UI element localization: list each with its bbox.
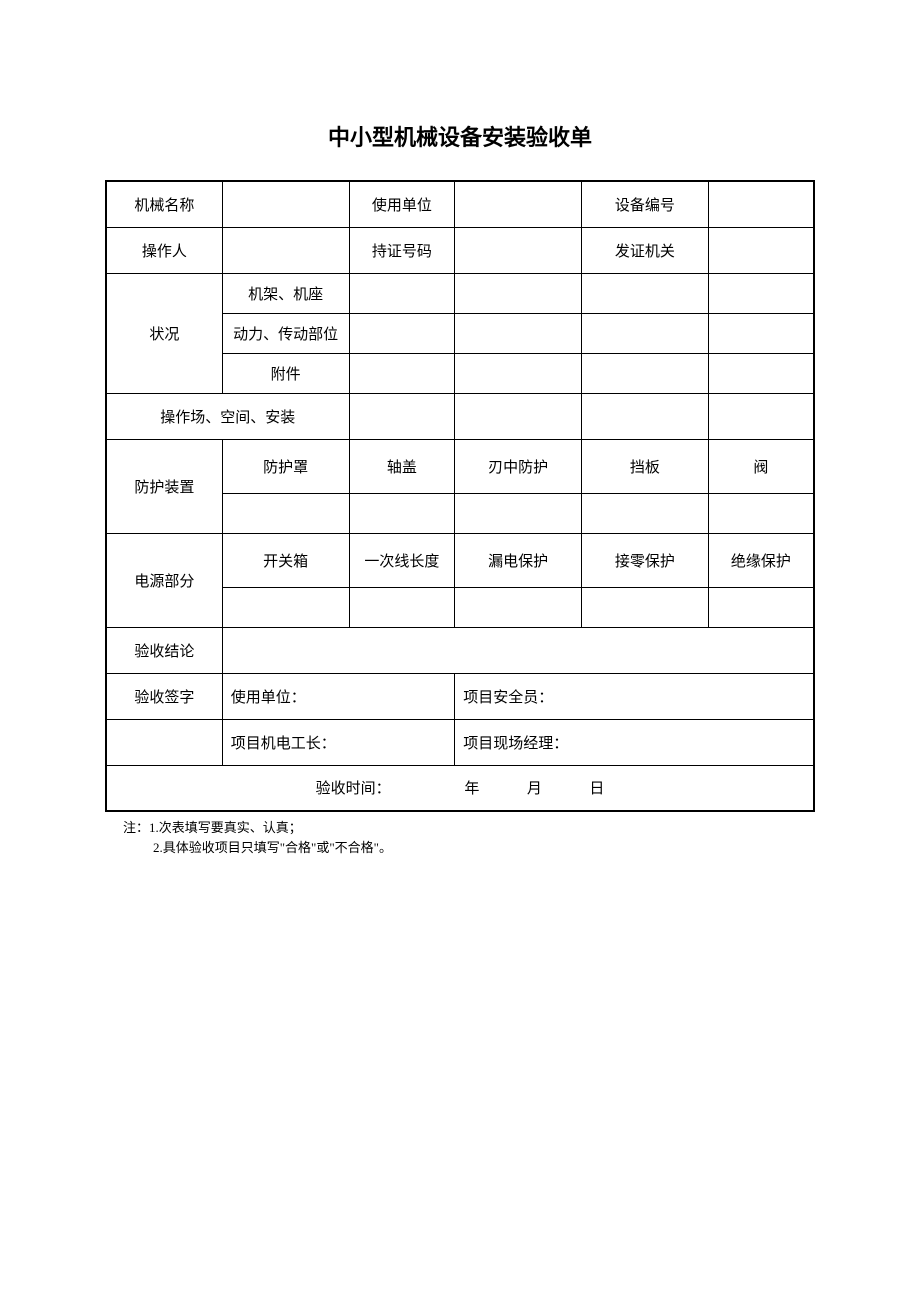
table-row: 验收结论 <box>106 627 814 673</box>
label-status: 状况 <box>106 273 222 393</box>
label-issuing-auth: 发证机关 <box>581 227 708 273</box>
label-power: 电源部分 <box>106 533 222 627</box>
value-operator <box>222 227 349 273</box>
value-frame-4 <box>708 273 814 313</box>
sign-foreman: 项目机电工长： <box>222 719 454 765</box>
value-accessory-3 <box>581 353 708 393</box>
notes-prefix: 注： <box>123 820 149 835</box>
label-drive: 动力、传动部位 <box>222 313 349 353</box>
value-line-length <box>349 587 455 627</box>
label-conclusion: 验收结论 <box>106 627 222 673</box>
value-frame-1 <box>349 273 455 313</box>
label-shield: 防护罩 <box>222 439 349 493</box>
label-frame: 机架、机座 <box>222 273 349 313</box>
acceptance-table: 机械名称 使用单位 设备编号 操作人 持证号码 发证机关 状况 机架、机座 动力… <box>105 180 815 812</box>
value-license-no <box>455 227 582 273</box>
value-operation-2 <box>455 393 582 439</box>
date-month: 月 <box>527 781 542 797</box>
value-operation-3 <box>581 393 708 439</box>
value-drive-3 <box>581 313 708 353</box>
value-frame-2 <box>455 273 582 313</box>
notes-line-2: 2.具体验收项目只填写"合格"或"不合格"。 <box>123 840 392 855</box>
label-shaft-cover: 轴盖 <box>349 439 455 493</box>
value-insulation <box>708 587 814 627</box>
value-issuing-auth <box>708 227 814 273</box>
sign-manager: 项目现场经理： <box>455 719 814 765</box>
label-use-unit: 使用单位 <box>349 181 455 227</box>
date-day: 日 <box>589 781 604 797</box>
label-accessory: 附件 <box>222 353 349 393</box>
value-drive-4 <box>708 313 814 353</box>
label-line-length: 一次线长度 <box>349 533 455 587</box>
value-valve <box>708 493 814 533</box>
date-label: 验收时间： <box>316 777 391 798</box>
label-neutral: 接零保护 <box>581 533 708 587</box>
value-machine-name <box>222 181 349 227</box>
table-row: 验收签字 使用单位： 项目安全员： <box>106 673 814 719</box>
label-protection: 防护装置 <box>106 439 222 533</box>
notes: 注：1.次表填写要真实、认真； 2.具体验收项目只填写"合格"或"不合格"。 <box>105 818 815 857</box>
table-row: 操作场、空间、安装 <box>106 393 814 439</box>
label-switchbox: 开关箱 <box>222 533 349 587</box>
label-license-no: 持证号码 <box>349 227 455 273</box>
value-blade-protect <box>455 493 582 533</box>
label-blade-protect: 刃中防护 <box>455 439 582 493</box>
table-row: 防护装置 防护罩 轴盖 刃中防护 挡板 阀 <box>106 439 814 493</box>
label-valve: 阀 <box>708 439 814 493</box>
value-accessory-4 <box>708 353 814 393</box>
value-equip-no <box>708 181 814 227</box>
value-frame-3 <box>581 273 708 313</box>
value-baffle <box>581 493 708 533</box>
table-row: 验收时间： 年 月 日 <box>106 765 814 811</box>
table-row: 机械名称 使用单位 设备编号 <box>106 181 814 227</box>
value-accessory-2 <box>455 353 582 393</box>
value-drive-2 <box>455 313 582 353</box>
value-operation-4 <box>708 393 814 439</box>
value-leakage <box>455 587 582 627</box>
table-row: 电源部分 开关箱 一次线长度 漏电保护 接零保护 绝缘保护 <box>106 533 814 587</box>
notes-line-1: 1.次表填写要真实、认真； <box>149 820 302 835</box>
value-conclusion <box>222 627 814 673</box>
table-row: 状况 机架、机座 <box>106 273 814 313</box>
date-year: 年 <box>464 781 479 797</box>
table-row: 操作人 持证号码 发证机关 <box>106 227 814 273</box>
table-row: 项目机电工长： 项目现场经理： <box>106 719 814 765</box>
label-machine-name: 机械名称 <box>106 181 222 227</box>
date-row: 验收时间： 年 月 日 <box>106 765 814 811</box>
label-operator: 操作人 <box>106 227 222 273</box>
value-switchbox <box>222 587 349 627</box>
value-drive-1 <box>349 313 455 353</box>
value-use-unit <box>455 181 582 227</box>
sign-safety: 项目安全员： <box>455 673 814 719</box>
value-neutral <box>581 587 708 627</box>
label-sign: 验收签字 <box>106 673 222 719</box>
sign-unit: 使用单位： <box>222 673 454 719</box>
label-operation-site: 操作场、空间、安装 <box>106 393 349 439</box>
label-equip-no: 设备编号 <box>581 181 708 227</box>
value-accessory-1 <box>349 353 455 393</box>
sign-empty <box>106 719 222 765</box>
value-shield <box>222 493 349 533</box>
label-baffle: 挡板 <box>581 439 708 493</box>
value-operation-1 <box>349 393 455 439</box>
page-title: 中小型机械设备安装验收单 <box>105 120 815 152</box>
label-leakage: 漏电保护 <box>455 533 582 587</box>
value-shaft-cover <box>349 493 455 533</box>
label-insulation: 绝缘保护 <box>708 533 814 587</box>
